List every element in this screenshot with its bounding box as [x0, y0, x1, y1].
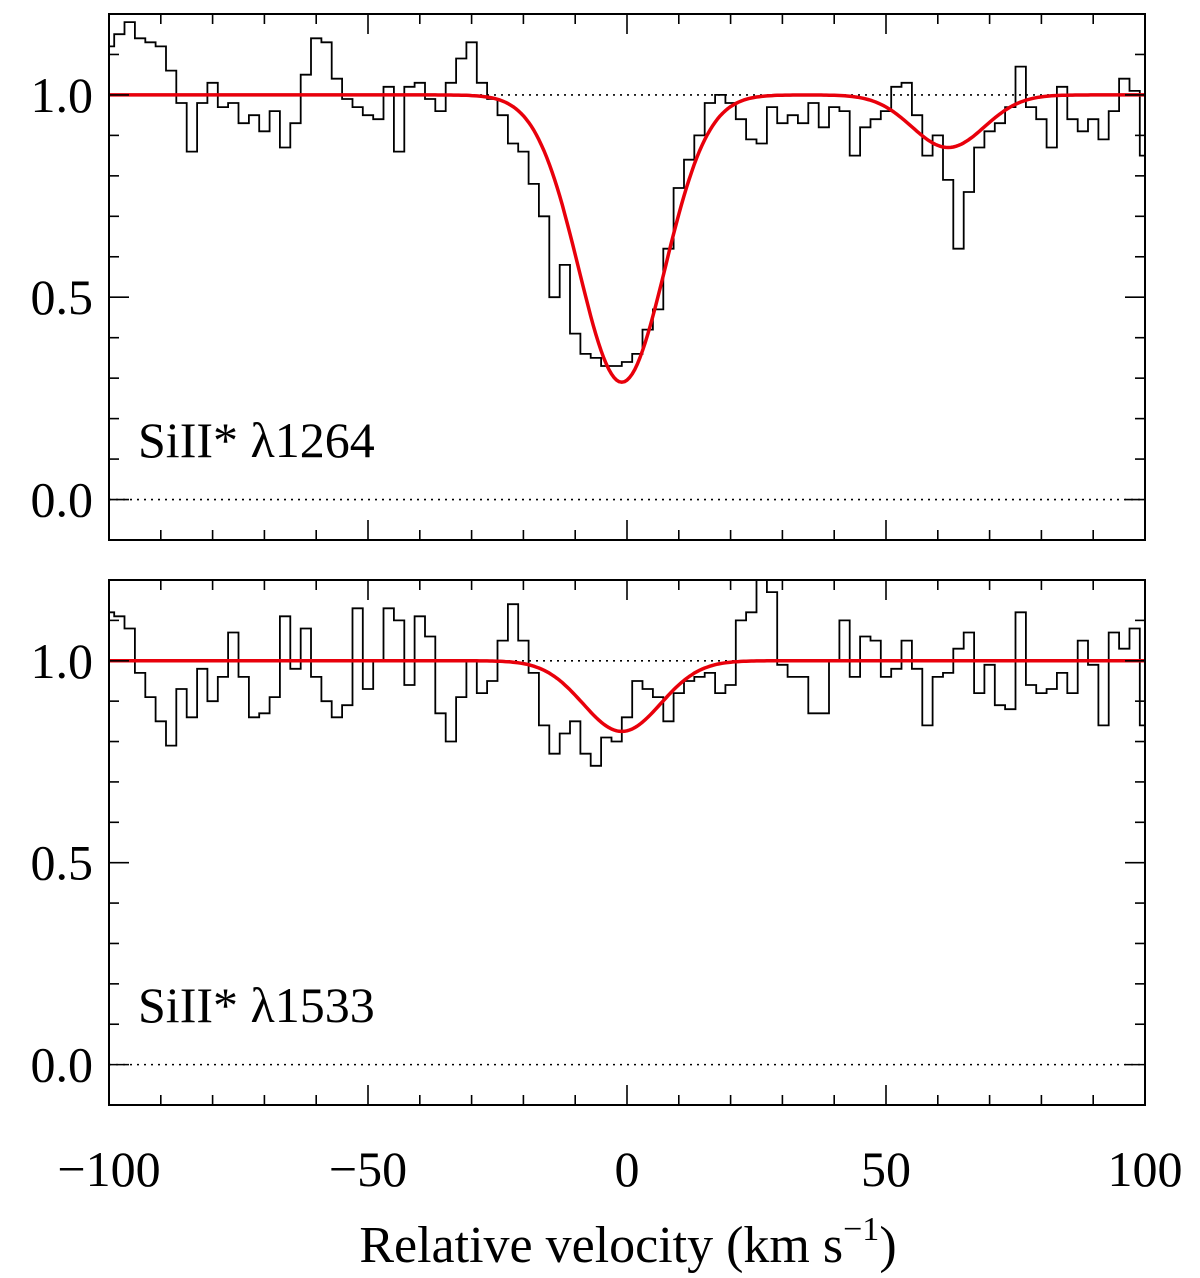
y-tick-label: 0.5: [31, 835, 94, 891]
panel-bottom: 0.0 0.5 1.0 SiII* λ1533: [31, 579, 1146, 1106]
spectrum-histogram: [109, 21, 1145, 367]
y-tick-label: 0.5: [31, 269, 94, 325]
x-tick-label: 0: [615, 1141, 640, 1197]
x-tick-label: 50: [861, 1141, 911, 1197]
x-axis-title: Relative velocity (km s−1): [359, 1211, 896, 1274]
x-tick-label: −100: [57, 1141, 160, 1197]
x-axis-tick-labels: −100 −50 0 50 100: [57, 1141, 1182, 1197]
x-tick-label: 100: [1108, 1141, 1183, 1197]
y-tick-label: 0.0: [31, 1037, 94, 1093]
panel-top: 0.0 0.5 1.0 SiII* λ1264: [31, 13, 1146, 541]
panel-label: SiII* λ1533: [138, 977, 375, 1033]
y-tick-label: 1.0: [31, 633, 94, 689]
spectrum-histogram: [109, 580, 1145, 767]
model-fit-line: [109, 659, 1145, 734]
y-tick-label: 1.0: [31, 67, 94, 123]
y-tick-label: 0.0: [31, 472, 94, 528]
model-fit-line: [109, 93, 1145, 384]
x-tick-label: −50: [329, 1141, 407, 1197]
panel-label: SiII* λ1264: [138, 412, 375, 468]
